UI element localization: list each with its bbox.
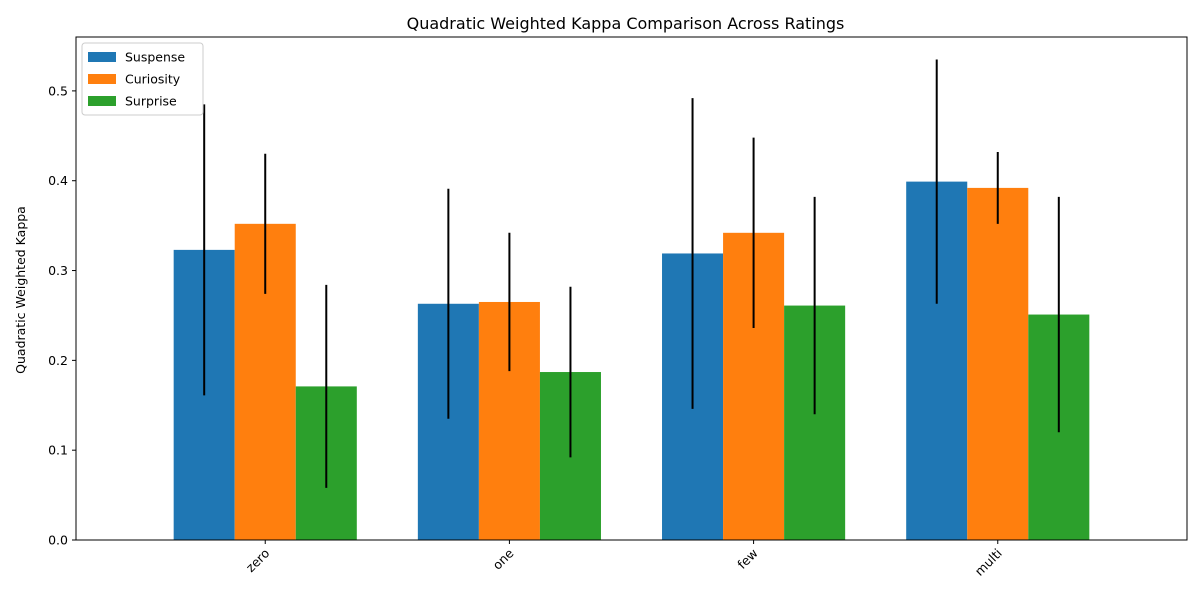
legend-swatch-suspense	[88, 52, 116, 62]
legend-swatch-surprise	[88, 96, 116, 106]
x-tick-label-zero: zero	[243, 546, 273, 576]
y-tick-label: 0.4	[48, 173, 68, 188]
legend-label-surprise: Surprise	[125, 94, 177, 109]
y-axis-label: Quadratic Weighted Kappa	[13, 206, 28, 374]
legend-swatch-curiosity	[88, 74, 116, 84]
legend-label-curiosity: Curiosity	[125, 72, 181, 87]
x-tick-label-few: few	[734, 546, 760, 572]
plot-frame	[75, 36, 1188, 541]
x-tick-label-one: one	[489, 545, 516, 572]
y-tick-label: 0.2	[48, 353, 68, 368]
legend-label-suspense: Suspense	[125, 50, 185, 65]
y-tick-label: 0.1	[48, 443, 68, 458]
y-tick-label: 0.0	[48, 533, 68, 548]
bar-curiosity-multi	[967, 187, 1029, 540]
bars-layer	[173, 181, 1090, 541]
x-tick-label-multi: multi	[972, 546, 1005, 579]
legend: Suspense Curiosity Surprise	[81, 42, 204, 116]
y-tick-label: 0.5	[48, 83, 68, 98]
error-bars-layer	[203, 59, 1060, 488]
y-tick-label: 0.3	[48, 263, 68, 278]
chart-title: Quadratic Weighted Kappa Comparison Acro…	[407, 14, 845, 33]
